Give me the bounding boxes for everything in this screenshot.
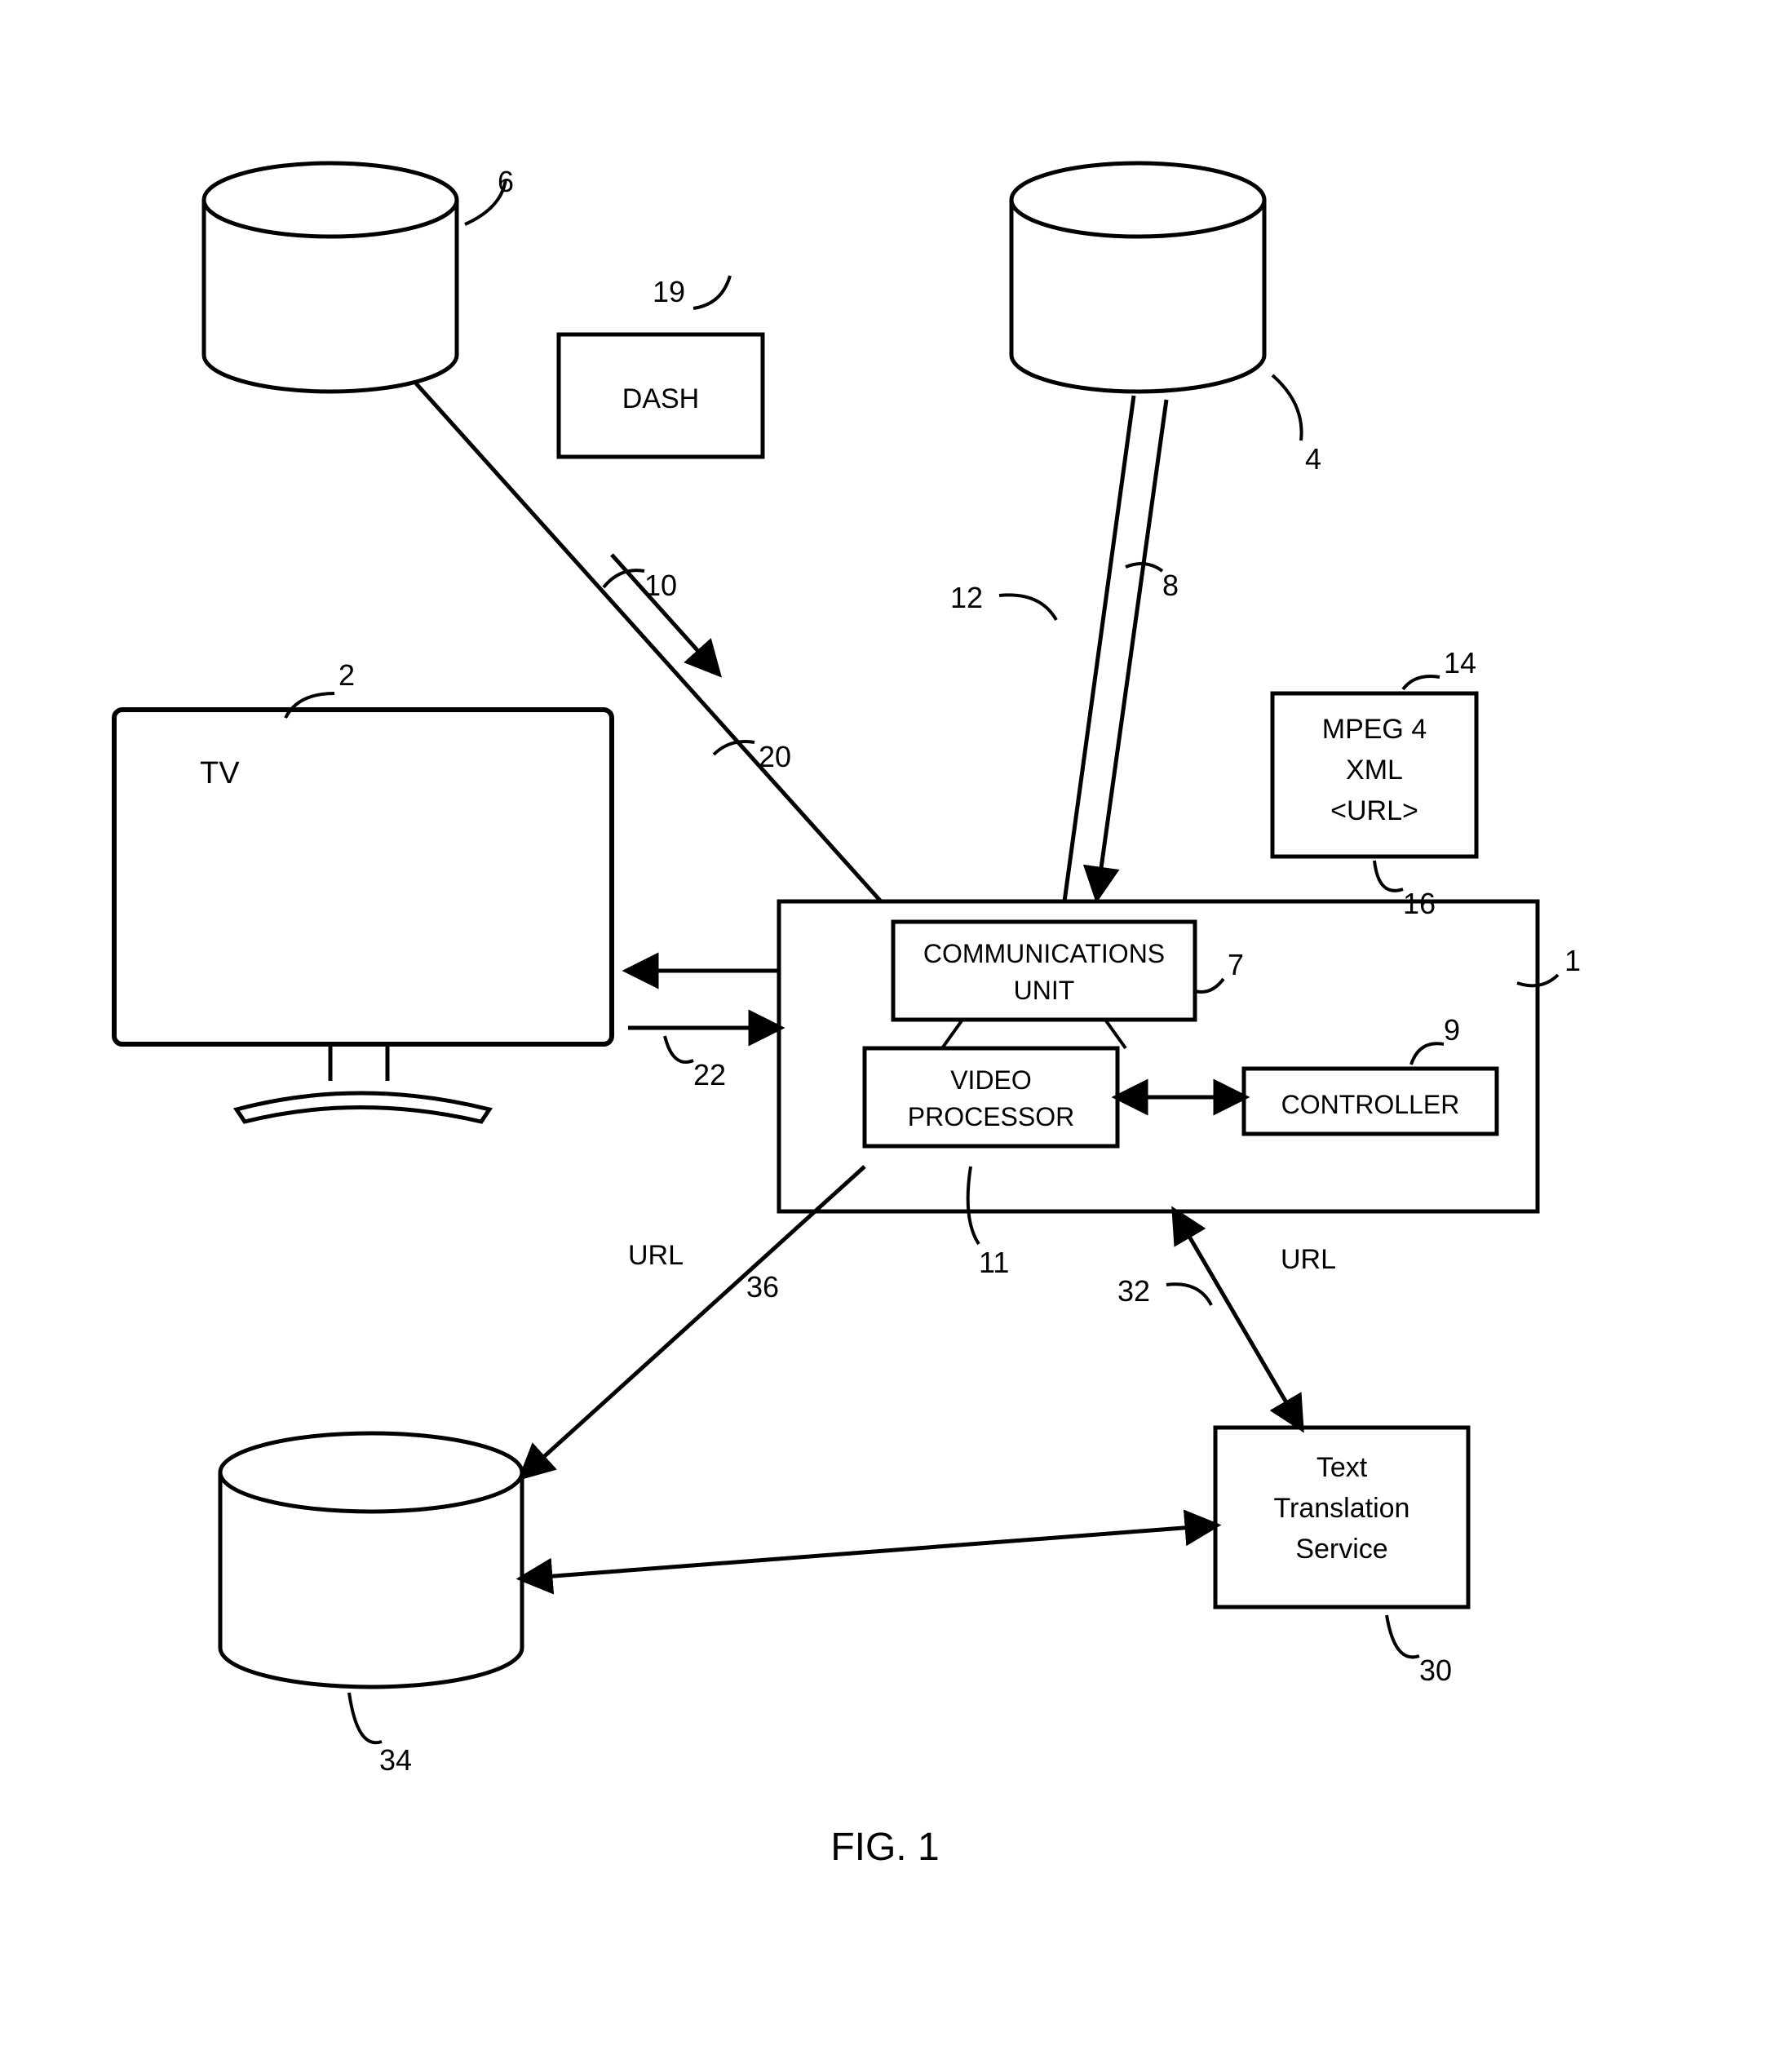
- edge-34-to-translation: [522, 1525, 1215, 1578]
- mpeg-line-2: <URL>: [1330, 795, 1418, 826]
- ref-1: 1: [1564, 944, 1581, 977]
- cylinder-6: 6: [204, 163, 514, 392]
- ref-11: 11: [979, 1246, 1009, 1279]
- edge-device-to-34: URL 36: [522, 1167, 865, 1477]
- tv-node: TV 2: [114, 658, 612, 1122]
- ref-14: 14: [1444, 646, 1476, 680]
- ref-36: 36: [746, 1270, 779, 1304]
- ref-6: 6: [498, 165, 514, 198]
- ref-4: 4: [1305, 442, 1321, 476]
- comm-unit-box: COMMUNICATIONS UNIT 7: [893, 922, 1244, 1020]
- mpeg-line-0: MPEG 4: [1322, 714, 1427, 745]
- ref-19: 19: [653, 275, 685, 308]
- device-box: 1: [779, 901, 1581, 1211]
- ref-2: 2: [339, 658, 355, 692]
- edge-device-to-tv: 22: [628, 971, 779, 1091]
- url-left: URL: [628, 1240, 684, 1271]
- ref-12: 12: [950, 581, 983, 614]
- trans-line-1: Translation: [1274, 1493, 1410, 1524]
- video-processor-box: VIDEO PROCESSOR 11: [865, 1048, 1117, 1279]
- ref-20: 20: [759, 740, 791, 773]
- comm-line-0: COMMUNICATIONS: [923, 939, 1165, 968]
- trans-line-2: Service: [1295, 1534, 1387, 1565]
- url-right: URL: [1281, 1244, 1336, 1275]
- translation-service-box: Text Translation Service 30: [1215, 1428, 1468, 1687]
- figure: 6 4 DASH 19 MPEG 4 XML <URL> 14 16 TV 2: [0, 0, 1770, 2072]
- ref-9: 9: [1444, 1013, 1460, 1047]
- controller-box: CONTROLLER 9: [1244, 1013, 1497, 1134]
- mpeg-line-1: XML: [1346, 755, 1403, 786]
- cylinder-4: 4: [1011, 163, 1321, 476]
- edge-6-to-device: 10 20: [416, 383, 881, 901]
- mpeg-box: MPEG 4 XML <URL> 14 16: [1272, 646, 1476, 920]
- ref-7: 7: [1228, 948, 1244, 981]
- ref-10: 10: [644, 569, 677, 602]
- trans-line-0: Text: [1316, 1452, 1368, 1483]
- dash-label: DASH: [622, 383, 699, 414]
- vproc-line-1: PROCESSOR: [908, 1102, 1074, 1131]
- ref-34: 34: [379, 1743, 412, 1777]
- figure-caption: FIG. 1: [830, 1826, 939, 1869]
- dash-box: DASH 19: [559, 275, 763, 457]
- edge-4-to-device: 12 8: [950, 396, 1179, 901]
- ctrl-label: CONTROLLER: [1281, 1090, 1460, 1119]
- comm-line-1: UNIT: [1014, 976, 1075, 1005]
- vproc-line-0: VIDEO: [950, 1065, 1032, 1095]
- cylinder-34: 34: [220, 1433, 522, 1777]
- edge-device-to-translation: URL 32: [1117, 1211, 1336, 1428]
- tv-label: TV: [200, 756, 240, 790]
- ref-32: 32: [1117, 1274, 1150, 1308]
- ref-22: 22: [693, 1058, 726, 1091]
- ref-8: 8: [1162, 569, 1179, 602]
- ref-30: 30: [1419, 1654, 1452, 1687]
